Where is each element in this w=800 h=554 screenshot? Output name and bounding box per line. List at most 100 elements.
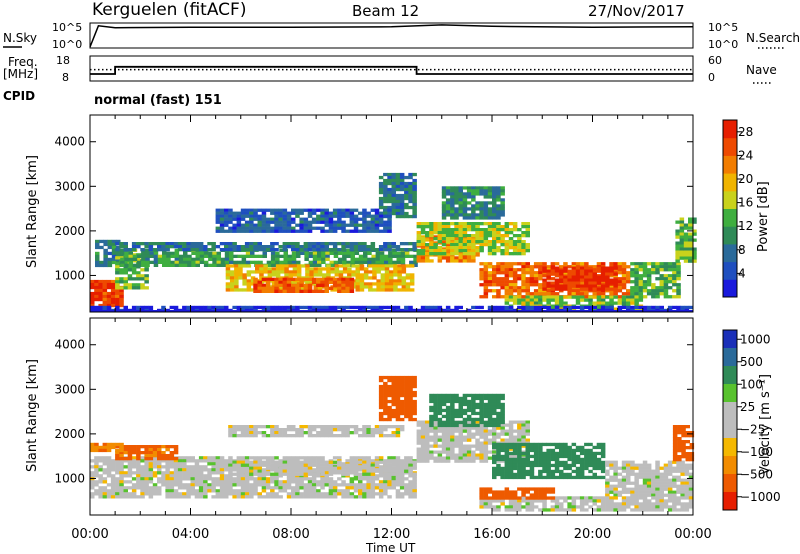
heatmap-cell [320,469,325,473]
ytick-label: 2000 [54,224,85,238]
heatmap-cell [148,468,154,472]
heatmap-cell [195,251,200,255]
heatmap-cell [349,277,355,281]
colorbar-tick-label: 20 [738,172,753,186]
heatmap-cell [396,251,401,255]
heatmap-cell [533,283,539,287]
heatmap-cell [173,448,179,452]
heatmap-cell [194,480,200,484]
heatmap-cell [115,297,120,302]
heatmap-cell [198,483,204,487]
heatmap-cell [496,207,501,211]
heatmap-cell [399,408,405,413]
heatmap-cell [328,477,334,481]
heatmap-cell [115,291,120,296]
heatmap-cell [249,492,254,496]
heatmap-cell [550,295,556,299]
heatmap-cell [399,202,405,207]
heatmap-cell [303,472,309,476]
heatmap-cell [328,277,334,281]
heatmap-cell [692,259,697,263]
heatmap-cell [567,265,572,269]
heatmap-cell [391,199,396,204]
heatmap-cell [203,477,208,481]
heatmap-cell [692,232,697,236]
heatmap-cell [387,486,392,490]
heatmap-cell [236,469,242,473]
heatmap-cell [103,263,108,268]
heatmap-cell [634,268,639,272]
heatmap-cell [408,489,413,493]
heatmap-cell [492,234,497,238]
heatmap-cell [429,450,434,454]
heatmap-cell [475,438,480,442]
heatmap-cell [144,465,149,469]
heatmap-cell [99,260,104,265]
heatmap-cell [261,277,267,281]
heatmap-cell [232,460,237,464]
heatmap-cell [316,480,321,484]
heatmap-cell [517,268,522,272]
heatmap-cell [475,207,480,211]
heatmap-cell [688,244,693,248]
heatmap-cell [504,234,510,238]
heatmap-cell [240,492,246,496]
heatmap-cell [358,257,364,261]
heatmap-cell [152,248,158,252]
heatmap-cell [115,277,120,281]
heatmap-cell [291,425,296,429]
heatmap-cell [280,264,285,268]
heatmap-cell [445,432,451,436]
heatmap-cell [492,195,497,199]
heatmap-cell [232,229,237,233]
heatmap-cell [538,271,543,275]
heatmap-cell [349,469,355,473]
heatmap-cell [94,462,99,466]
heatmap-cell [425,259,430,263]
heatmap-cell [215,480,221,484]
heatmap-cell [462,450,468,454]
heatmap-cell [429,222,434,226]
heatmap-cell [688,232,693,236]
heatmap-cell [316,489,321,493]
nsearch-tick-top: 10^5 [708,21,738,34]
heatmap-cell [182,245,187,249]
heatmap-cell [546,275,551,279]
heatmap-cell [332,486,338,490]
heatmap-cell [458,234,463,238]
heatmap-cell [241,260,247,264]
heatmap-cell [253,217,258,221]
heatmap-cell [475,444,480,448]
heatmap-cell [266,263,272,267]
heatmap-cell [324,305,329,310]
heatmap-cell [634,298,639,302]
heatmap-cell [177,486,183,490]
heatmap-cell [119,277,124,281]
heatmap-cell [487,216,493,220]
heatmap-cell [466,189,472,193]
heatmap-cell [512,280,518,284]
heatmap-cell [458,207,463,211]
heatmap-cell [408,181,413,186]
heatmap-cell [391,390,396,395]
heatmap-cell [152,451,158,455]
heatmap-cell [106,279,112,284]
heatmap-cell [366,305,371,310]
heatmap-cell [437,222,443,226]
heatmap-cell [140,489,145,493]
heatmap-cell [575,301,581,305]
heatmap-cell [299,289,304,293]
heatmap-cell [136,474,141,478]
heatmap-cell [420,237,426,241]
heatmap-cell [395,202,401,207]
heatmap-cell [236,474,242,478]
heatmap-cell [588,272,593,276]
heatmap-cell [626,295,631,299]
heatmap-cell [483,237,489,241]
heatmap-cell [437,231,443,235]
heatmap-cell [621,286,627,290]
heatmap-cell [458,402,463,407]
heatmap-cell [362,434,367,438]
